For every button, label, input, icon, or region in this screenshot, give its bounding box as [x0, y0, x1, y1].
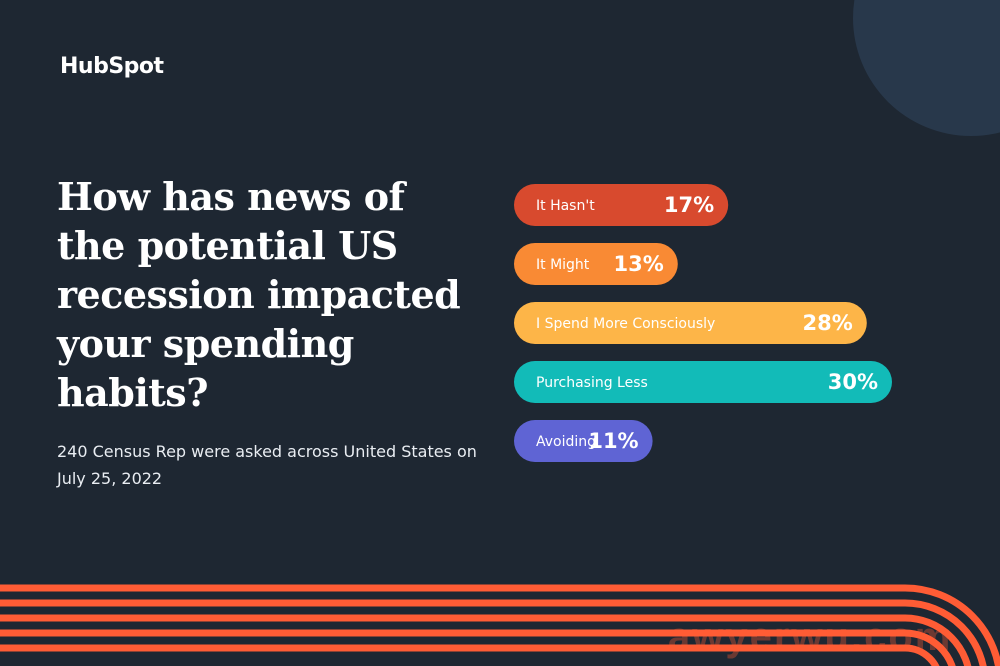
bar-category-label: Avoiding: [536, 434, 596, 450]
bar-3: [514, 302, 867, 344]
stripe-3: [0, 614, 972, 666]
bar-2: [514, 243, 678, 285]
logo-text: HubSpot: [60, 54, 164, 79]
bar-4: [514, 361, 892, 403]
hubspot-logo: HubSpot: [60, 54, 164, 79]
bar-value-label: 11%: [588, 429, 638, 453]
headline: How has news of the potential US recessi…: [57, 174, 461, 415]
survey-subtitle: 240 Census Rep were asked across United …: [57, 442, 477, 488]
bar-value-label: 28%: [803, 311, 853, 335]
watermark-text: awyerwu.com: [668, 615, 952, 659]
bar-5: [514, 420, 653, 462]
bar-1: [514, 184, 729, 226]
bar-category-label: It Might: [536, 257, 590, 273]
bar-category-label: Purchasing Less: [536, 375, 648, 391]
bar-value-label: 17%: [664, 193, 714, 217]
stripe-4: [0, 629, 956, 666]
stripe-5: [0, 644, 940, 666]
stripe-1: [0, 584, 1000, 666]
bar-value-label: 30%: [828, 370, 878, 394]
bar-category-label: It Hasn't: [536, 198, 595, 214]
bar-category-label: I Spend More Consciously: [536, 316, 715, 332]
bar-value-label: 13%: [614, 252, 664, 276]
